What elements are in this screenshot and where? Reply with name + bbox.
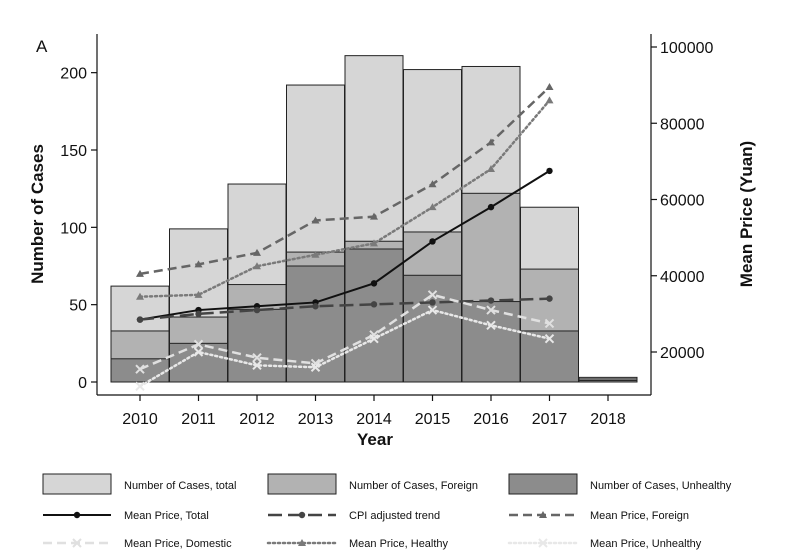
y-tick-label: 0 [78, 375, 87, 392]
y2-tick-label: 60000 [660, 193, 705, 210]
x-tick-label: 2011 [181, 411, 216, 428]
y-tick-label: 50 [69, 298, 87, 315]
point-mean-price-foreign-2013 [311, 216, 320, 224]
line-mean-price-healthy [138, 99, 551, 298]
point-mean-price-healthy-2016 [487, 165, 495, 172]
point-mean-price-unhealthy-2016 [486, 320, 496, 331]
legend-label-number-of-cases-foreign: Number of Cases, Foreign [349, 480, 478, 492]
legend-swatch-number-of-cases-unhealthy [508, 473, 578, 495]
point-cpi-adjusted-trend-2017 [546, 295, 553, 302]
point-mean-price-domestic-2010 [135, 364, 145, 374]
point-mean-price-total-2014 [370, 280, 378, 287]
x-axis-title: Year [357, 430, 393, 449]
point-mean-price-healthy-2017 [545, 96, 554, 104]
y2-tick-label: 20000 [660, 345, 705, 362]
legend: Number of Cases, total Number of Cases, F… [42, 473, 732, 550]
line-mean-price-unhealthy [138, 308, 551, 388]
point-mean-price-total-2015 [429, 238, 436, 245]
x-tick-label: 2017 [532, 411, 568, 428]
point-mean-price-domestic-2017 [544, 318, 555, 329]
lines-layer [135, 83, 555, 392]
point-mean-price-healthy-2015 [428, 203, 437, 211]
line-cpi-adjusted-trend [139, 297, 550, 321]
point-cpi-adjusted-trend-2013 [312, 303, 319, 310]
y2-axis-title: Mean Price (Yuan) [737, 141, 756, 287]
legend-label-cpi-adjusted-trend: CPI adjusted trend [349, 510, 440, 522]
axes-layer: 0 50 100 150 200 20000 40000 60000 80000 100000 20… [60, 34, 713, 428]
point-cpi-adjusted-trend-2015 [429, 299, 436, 306]
point-mean-price-unhealthy-2012 [252, 360, 262, 371]
bar-unhealthy-2014 [344, 248, 404, 383]
point-mean-price-foreign-2014 [370, 212, 378, 220]
point-cpi-adjusted-trend-2010 [136, 316, 144, 323]
point-mean-price-foreign-2017 [545, 83, 554, 91]
y2-tick-label: 80000 [660, 116, 705, 133]
x-tick-label: 2015 [415, 411, 451, 428]
legend-marker-mean-price-total [73, 511, 81, 519]
point-cpi-adjusted-trend-2012 [253, 306, 261, 314]
x-tick-label: 2016 [473, 411, 509, 428]
legend-label-number-of-cases-unhealthy: Number of Cases, Unhealthy [590, 480, 732, 492]
point-mean-price-total-2016 [487, 203, 495, 211]
point-cpi-adjusted-trend-2011 [195, 310, 202, 318]
point-mean-price-unhealthy-2017 [544, 333, 555, 344]
point-mean-price-foreign-2015 [428, 180, 437, 188]
point-cpi-adjusted-trend-2016 [487, 297, 495, 304]
y-tick-label: 150 [60, 143, 87, 160]
point-mean-price-healthy-2014 [370, 239, 378, 247]
legend-label-mean-price-domestic: Mean Price, Domestic [124, 538, 232, 550]
point-mean-price-foreign-2012 [253, 248, 261, 256]
point-cpi-adjusted-trend-2014 [370, 301, 378, 308]
point-mean-price-foreign-2016 [487, 138, 495, 146]
point-mean-price-foreign-2011 [194, 260, 203, 268]
point-mean-price-foreign-2010 [136, 269, 144, 277]
bar-unhealthy-2018 [578, 379, 638, 383]
x-tick-label: 2013 [298, 411, 334, 428]
legend-marker-cpi-adjusted-trend [298, 511, 306, 519]
x-tick-label: 2010 [122, 411, 158, 428]
line-mean-price-total [139, 170, 551, 321]
point-mean-price-domestic-2016 [486, 305, 496, 315]
y2-tick-label: 100000 [660, 40, 713, 57]
x-tick-label: 2018 [590, 411, 626, 428]
legend-label-mean-price-foreign: Mean Price, Foreign [590, 510, 689, 522]
legend-swatch-number-of-cases-foreign [267, 473, 337, 495]
y2-tick-label: 40000 [660, 269, 705, 286]
point-mean-price-unhealthy-2014 [369, 333, 379, 344]
line-mean-price-domestic [139, 293, 550, 371]
legend-swatch-number-of-cases-total [42, 473, 112, 495]
point-mean-price-domestic-2012 [252, 353, 262, 363]
point-mean-price-domestic-2011 [193, 339, 204, 350]
legend-label-mean-price-total: Mean Price, Total [124, 510, 209, 522]
point-mean-price-healthy-2011 [194, 290, 203, 298]
legend-marker-mean-price-unhealthy [538, 538, 548, 548]
legend-marker-mean-price-healthy [298, 539, 306, 546]
bar-unhealthy-2012 [227, 308, 287, 383]
legend-label-mean-price-unhealthy: Mean Price, Unhealthy [590, 538, 702, 550]
point-mean-price-healthy-2010 [136, 292, 144, 300]
point-mean-price-domestic-2015 [427, 290, 438, 300]
x-tick-label: 2012 [239, 411, 275, 428]
legend-marker-mean-price-foreign [539, 511, 547, 518]
x-tick-label: 2014 [356, 411, 392, 428]
point-mean-price-unhealthy-2013 [310, 362, 321, 372]
y-tick-label: 200 [60, 66, 87, 83]
point-mean-price-total-2017 [546, 167, 553, 175]
y-tick-label: 100 [60, 220, 87, 237]
line-mean-price-foreign [139, 86, 551, 276]
legend-label-mean-price-healthy: Mean Price, Healthy [349, 538, 449, 550]
point-mean-price-unhealthy-2015 [427, 305, 438, 315]
point-mean-price-unhealthy-2010 [135, 381, 145, 392]
panel-label: A [36, 37, 48, 56]
legend-label-number-of-cases-total: Number of Cases, total [124, 480, 237, 492]
bar-unhealthy-2015 [403, 274, 462, 383]
point-mean-price-healthy-2013 [311, 250, 320, 258]
y-axis-title: Number of Cases [28, 144, 47, 284]
point-mean-price-healthy-2012 [253, 262, 261, 270]
legend-marker-mean-price-domestic [72, 538, 82, 548]
point-mean-price-unhealthy-2011 [193, 347, 204, 357]
